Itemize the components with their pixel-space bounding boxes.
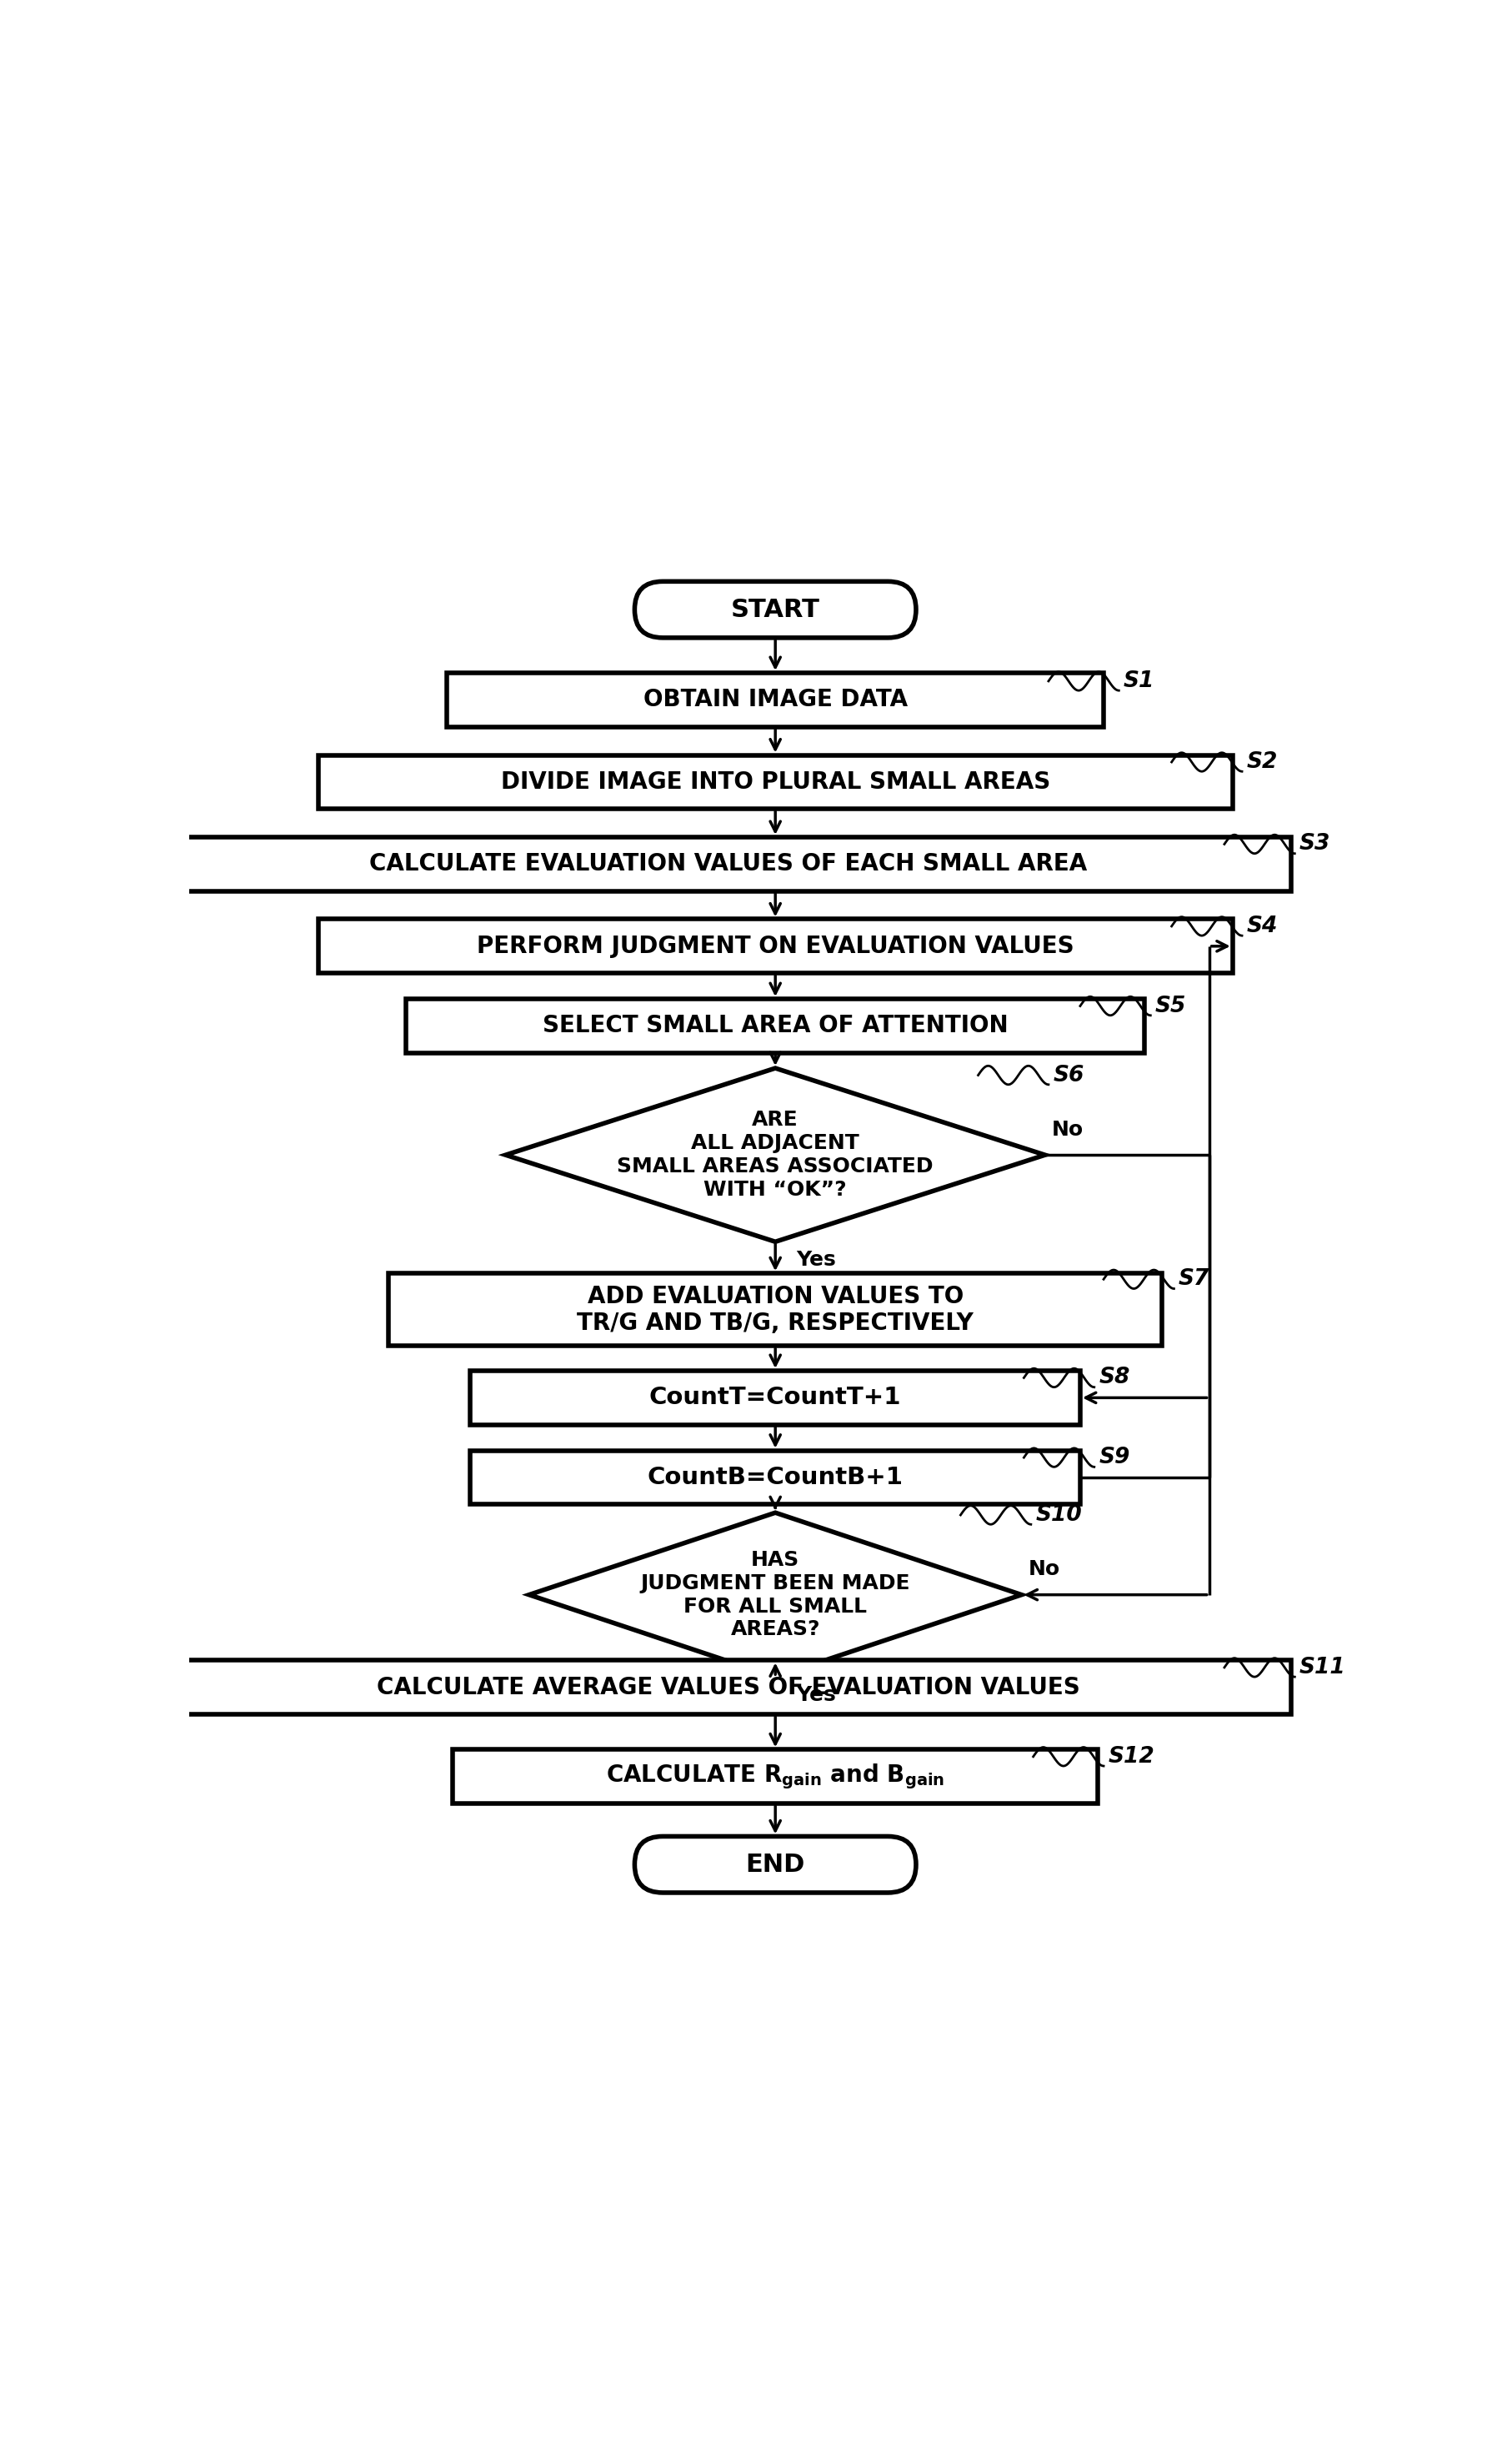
Bar (470, 1370, 1080, 1424)
Text: S2: S2 (1246, 751, 1278, 773)
Bar (318, 756, 1232, 809)
Text: CALCULATE EVALUATION VALUES OF EACH SMALL AREA: CALCULATE EVALUATION VALUES OF EACH SMAL… (369, 853, 1087, 875)
Text: S5: S5 (1155, 995, 1185, 1017)
Polygon shape (505, 1068, 1045, 1241)
Text: CALCULATE R$\mathregular{_{gain}}$ and B$\mathregular{_{gain}}$: CALCULATE R$\mathregular{_{gain}}$ and B… (606, 1763, 943, 1792)
Bar (470, 1451, 1080, 1504)
Text: SELECT SMALL AREA OF ATTENTION: SELECT SMALL AREA OF ATTENTION (543, 1014, 1007, 1039)
Bar (166, 836, 1290, 890)
Text: HAS
JUDGMENT BEEN MADE
FOR ALL SMALL
AREAS?: HAS JUDGMENT BEEN MADE FOR ALL SMALL ARE… (640, 1551, 910, 1638)
Bar (448, 673, 1102, 727)
Bar (166, 1660, 1290, 1714)
Text: CALCULATE AVERAGE VALUES OF EVALUATION VALUES: CALCULATE AVERAGE VALUES OF EVALUATION V… (376, 1675, 1080, 1699)
Text: OBTAIN IMAGE DATA: OBTAIN IMAGE DATA (643, 688, 907, 712)
Text: ARE
ALL ADJACENT
SMALL AREAS ASSOCIATED
WITH “OK”?: ARE ALL ADJACENT SMALL AREAS ASSOCIATED … (617, 1109, 933, 1199)
Text: PERFORM JUDGMENT ON EVALUATION VALUES: PERFORM JUDGMENT ON EVALUATION VALUES (476, 934, 1074, 958)
FancyBboxPatch shape (635, 1836, 915, 1892)
Text: S11: S11 (1299, 1658, 1346, 1677)
Text: DIVIDE IMAGE INTO PLURAL SMALL AREAS: DIVIDE IMAGE INTO PLURAL SMALL AREAS (500, 770, 1049, 795)
Text: CountT=CountT+1: CountT=CountT+1 (649, 1387, 901, 1409)
Text: S3: S3 (1299, 834, 1331, 856)
Bar (389, 1273, 1161, 1346)
Text: S6: S6 (1052, 1065, 1084, 1085)
Text: S9: S9 (1098, 1446, 1129, 1468)
Text: Yes: Yes (795, 1251, 836, 1270)
Text: START: START (730, 597, 820, 622)
Text: S8: S8 (1098, 1368, 1129, 1390)
Text: Yes: Yes (795, 1685, 836, 1704)
Text: S7: S7 (1178, 1268, 1210, 1290)
Bar (452, 1750, 1098, 1804)
Polygon shape (529, 1512, 1021, 1677)
Text: S12: S12 (1108, 1746, 1154, 1768)
Text: S4: S4 (1246, 914, 1278, 936)
Bar (318, 919, 1232, 973)
Text: No: No (1028, 1560, 1060, 1580)
Text: S1: S1 (1123, 670, 1154, 692)
Text: END: END (745, 1853, 804, 1877)
Text: ADD EVALUATION VALUES TO
TR/G AND TB/G, RESPECTIVELY: ADD EVALUATION VALUES TO TR/G AND TB/G, … (576, 1285, 974, 1336)
FancyBboxPatch shape (635, 580, 915, 639)
Text: No: No (1051, 1119, 1083, 1139)
Text: CountB=CountB+1: CountB=CountB+1 (647, 1465, 903, 1490)
Bar (405, 1000, 1145, 1053)
Text: S10: S10 (1036, 1504, 1081, 1526)
